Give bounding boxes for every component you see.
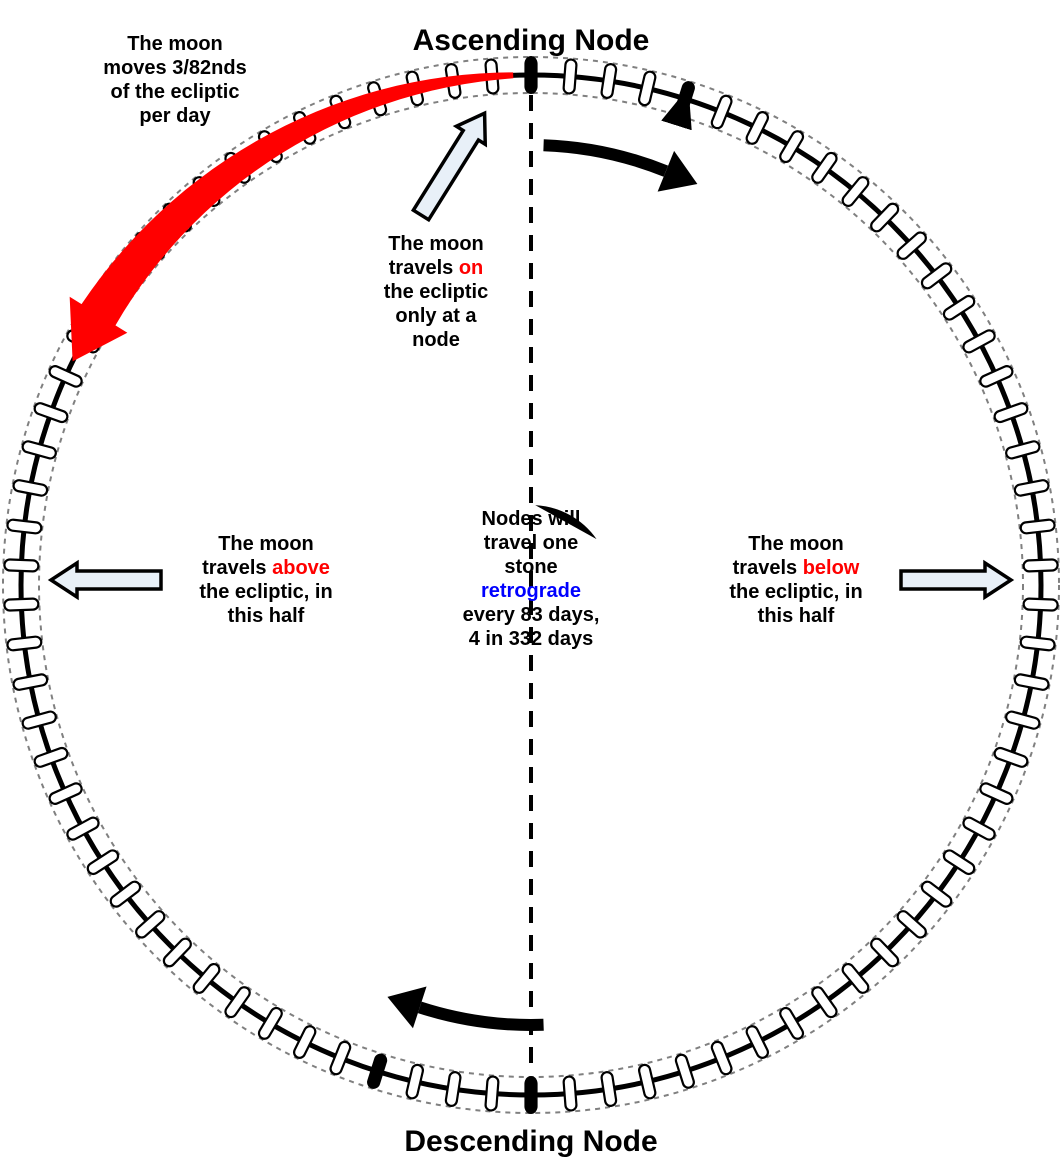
label-center-line: stone <box>504 556 557 578</box>
label-moon-on-line: the ecliptic <box>384 281 488 303</box>
stone <box>1020 519 1055 534</box>
stone <box>485 1076 499 1111</box>
stone <box>710 1040 733 1076</box>
label-moon-on: The moontravels onthe eclipticonly at an… <box>384 233 488 351</box>
stone <box>65 816 100 842</box>
label-moon-on-line: only at a <box>395 305 477 327</box>
label-moon-on-line: node <box>412 329 460 351</box>
label-left-half-line: The moon <box>218 533 314 555</box>
label-center-line: Nodes will <box>482 508 581 530</box>
stone <box>1023 598 1057 610</box>
stone <box>48 782 84 806</box>
label-left-half: The moontravels abovethe ecliptic, inthi… <box>199 533 332 627</box>
stone <box>979 782 1015 806</box>
stone <box>563 59 577 94</box>
stone <box>942 294 977 322</box>
stone <box>601 63 617 98</box>
stone <box>601 1071 617 1106</box>
stone <box>778 1006 805 1041</box>
label-center-line: every 83 days, <box>463 604 600 626</box>
stone <box>33 746 69 768</box>
left-half-arrow <box>51 563 161 597</box>
label-right-half-line: travels below <box>733 557 860 579</box>
label-left-half-line: travels above <box>202 557 330 579</box>
label-center-line: travel one <box>484 532 578 554</box>
stone <box>48 364 84 388</box>
stone <box>810 151 839 185</box>
bottom-retrograde-arrow-shaft <box>420 1007 544 1025</box>
label-right-half-line: The moon <box>748 533 844 555</box>
stone <box>406 1064 424 1100</box>
top-retrograde-arrow-shaft <box>544 145 666 171</box>
stone <box>638 1064 656 1100</box>
stone <box>993 402 1029 424</box>
stone <box>33 402 69 424</box>
stone <box>223 985 252 1019</box>
stone <box>638 71 656 107</box>
label-moon-speed-line: of the ecliptic <box>111 81 240 103</box>
stone <box>445 1071 461 1106</box>
stone <box>1020 636 1055 651</box>
stone <box>920 261 954 290</box>
stone <box>7 636 42 651</box>
stone <box>810 985 839 1019</box>
moon-on-ecliptic-arrow <box>407 104 499 224</box>
label-right-half: The moontravels belowthe ecliptic, inthi… <box>729 533 862 627</box>
stone <box>920 879 954 908</box>
label-moon-speed-line: The moon <box>127 33 223 55</box>
node-marker <box>525 1076 537 1114</box>
stone <box>942 848 977 876</box>
stone <box>993 746 1029 768</box>
stone <box>86 848 121 876</box>
stone <box>13 673 48 690</box>
label-moon-speed: The moonmoves 3/82ndsof the eclipticper … <box>103 33 246 127</box>
stone <box>778 129 805 164</box>
label-moon-on-line: travels on <box>389 257 484 279</box>
label-center-line: retrograde <box>481 580 581 602</box>
stone <box>257 1006 284 1041</box>
stone <box>4 559 38 571</box>
lunar-nodes-diagram: Ascending NodeDescending NodeThe moonmov… <box>0 0 1063 1171</box>
stone <box>1014 479 1049 496</box>
stone <box>329 1040 352 1076</box>
node-marker <box>525 56 537 94</box>
label-left-half-line: the ecliptic, in <box>199 581 332 603</box>
label-moon-on-line: The moon <box>388 233 484 255</box>
label-moon-speed-line: moves 3/82nds <box>103 57 246 79</box>
stone <box>7 519 42 534</box>
label-right-half-line: this half <box>758 605 835 627</box>
stone <box>292 1024 317 1059</box>
stone <box>4 598 38 610</box>
label-moon-speed-line: per day <box>139 105 211 127</box>
descending-node-title: Descending Node <box>404 1125 657 1158</box>
stone <box>745 1024 770 1059</box>
stone <box>961 328 996 354</box>
ascending-node-title: Ascending Node <box>413 24 650 57</box>
stone <box>563 1076 577 1111</box>
label-left-half-line: this half <box>228 605 305 627</box>
stone <box>1023 559 1057 571</box>
stone <box>710 94 733 130</box>
right-half-arrow <box>901 563 1011 597</box>
label-center-line: 4 in 332 days <box>469 628 594 650</box>
stone <box>745 110 770 145</box>
label-right-half-line: the ecliptic, in <box>729 581 862 603</box>
stone <box>979 364 1015 388</box>
stone <box>961 816 996 842</box>
stone <box>1014 673 1049 690</box>
stone <box>109 879 143 908</box>
stone <box>13 479 48 496</box>
